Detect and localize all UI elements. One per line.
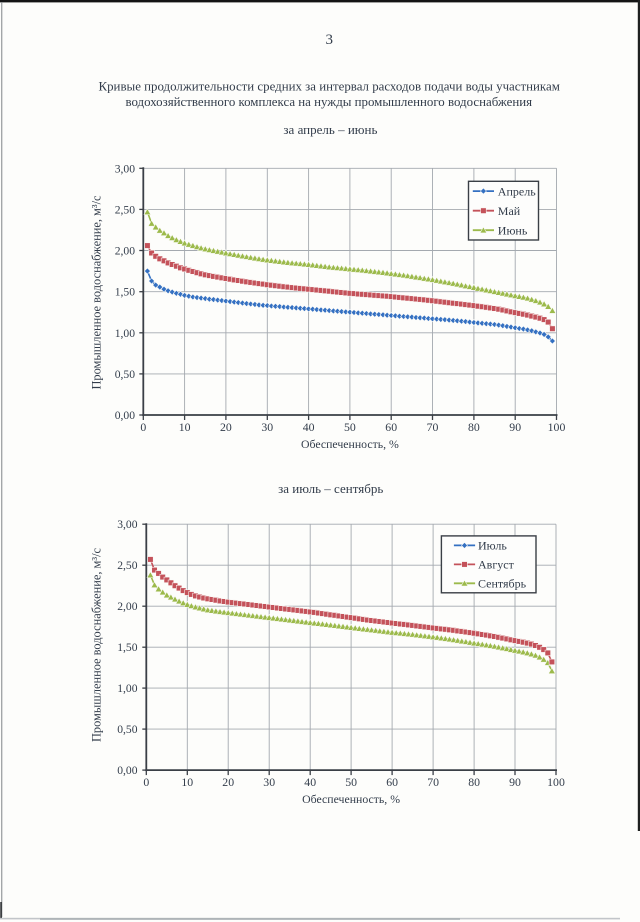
svg-text:2,00: 2,00 [115,245,135,258]
svg-text:100: 100 [547,775,565,789]
svg-text:100: 100 [548,420,566,434]
svg-text:за июль – сентябрь: за июль – сентябрь [278,481,383,496]
svg-text:20: 20 [222,775,234,789]
svg-text:Обеспеченность, %: Обеспеченность, % [302,792,400,806]
svg-text:60: 60 [386,775,398,789]
svg-text:2,50: 2,50 [117,559,137,572]
svg-text:Кривые продолжительности средн: Кривые продолжительности средних за инте… [99,79,560,93]
svg-text:Май: Май [498,204,521,218]
svg-text:0,50: 0,50 [115,368,135,381]
svg-text:10: 10 [179,420,191,434]
svg-text:40: 40 [303,420,315,434]
svg-text:Промышленное водоснабжение, м³: Промышленное водоснабжение, м³/с [89,195,103,390]
svg-text:70: 70 [427,420,439,434]
svg-text:3,00: 3,00 [115,162,135,175]
svg-text:Июль: Июль [478,539,507,553]
svg-text:2,00: 2,00 [117,600,137,613]
svg-text:0,50: 0,50 [117,723,137,736]
svg-text:Сентябрь: Сентябрь [478,577,527,591]
svg-text:80: 80 [468,420,480,434]
svg-text:Апрель: Апрель [498,184,536,198]
svg-text:70: 70 [427,775,439,789]
svg-text:2,50: 2,50 [115,203,135,216]
svg-text:1,00: 1,00 [117,682,137,695]
svg-text:80: 80 [468,775,480,789]
svg-text:0: 0 [143,775,149,789]
svg-text:20: 20 [220,420,232,434]
svg-text:3,00: 3,00 [117,518,137,531]
svg-text:40: 40 [304,775,316,789]
svg-text:50: 50 [345,775,357,789]
svg-text:90: 90 [509,420,521,434]
svg-text:0,00: 0,00 [115,409,135,422]
svg-text:3: 3 [325,32,333,48]
svg-text:1,50: 1,50 [117,641,137,654]
svg-text:Промышленное водоснабжение, м³: Промышленное водоснабжение, м³/с [89,547,103,742]
svg-text:60: 60 [385,420,397,434]
svg-text:0: 0 [140,420,146,434]
svg-text:10: 10 [181,775,193,789]
svg-text:30: 30 [263,775,275,789]
svg-text:30: 30 [261,420,273,434]
svg-text:0,00: 0,00 [117,764,137,777]
svg-text:1,50: 1,50 [115,286,135,299]
svg-text:1,00: 1,00 [115,327,135,340]
svg-text:Август: Август [478,558,515,572]
svg-text:90: 90 [509,775,521,789]
svg-text:водохозяйственного комплекса н: водохозяйственного комплекса на нужды пр… [125,95,532,109]
svg-text:Обеспеченность, %: Обеспеченность, % [301,437,399,451]
svg-text:Июнь: Июнь [498,223,528,237]
svg-text:50: 50 [344,420,356,434]
svg-text:за апрель – июнь: за апрель – июнь [283,122,377,137]
